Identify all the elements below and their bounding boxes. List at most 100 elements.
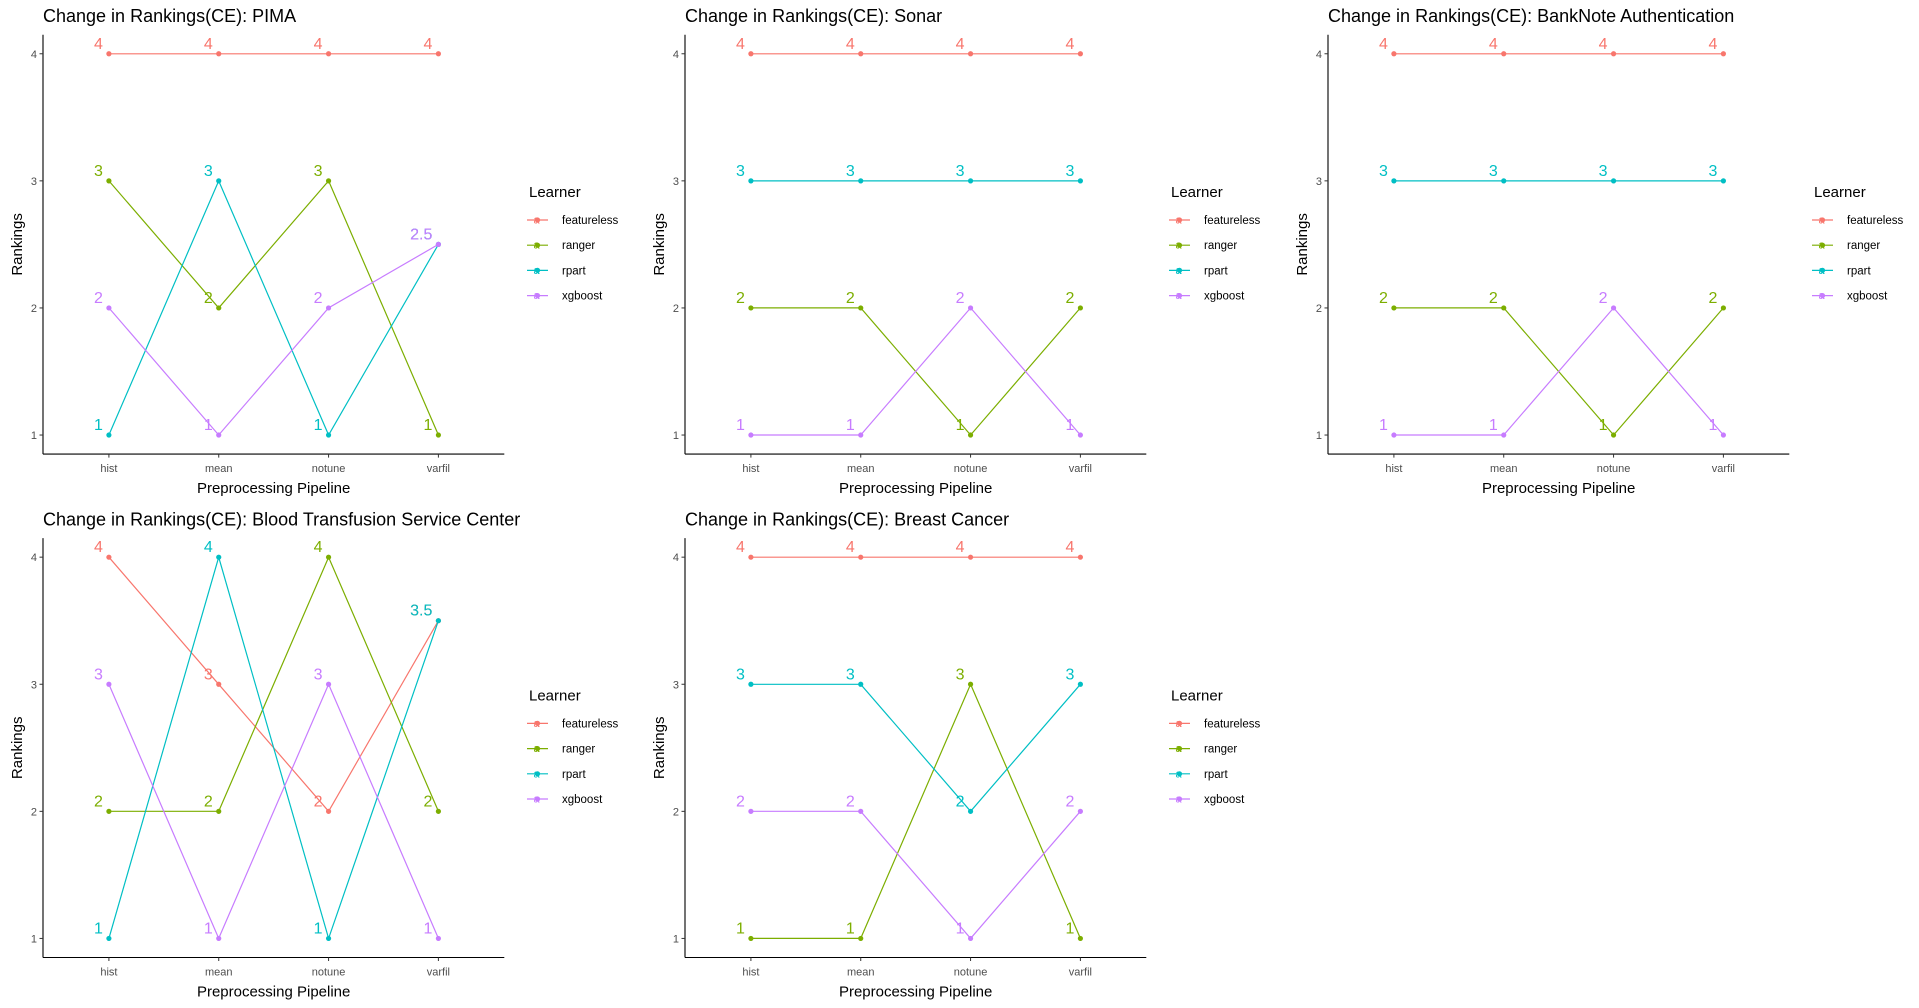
legend-item-xgboost: a xgboost [1169, 794, 1245, 806]
data-point-xgboost [858, 808, 864, 814]
data-point-featureless [967, 554, 974, 560]
y-tick-label: 1 [1316, 430, 1322, 442]
x-axis-title: Preprocessing Pipeline [839, 480, 992, 497]
data-label-xgboost: 1 [846, 417, 855, 434]
data-point-rpart [106, 935, 112, 942]
x-tick-label: notune [312, 966, 346, 978]
legend-label: featureless [1847, 215, 1904, 227]
legend-label: featureless [1204, 215, 1261, 227]
legend-label: rpart [1204, 769, 1228, 781]
data-point-ranger [216, 808, 222, 814]
data-point-rpart [106, 432, 112, 438]
data-label-featureless: 4 [1489, 36, 1498, 53]
legend: Learner a featureless a ranger a rpart a xgboost [1169, 184, 1261, 303]
y-tick-label: 2 [31, 303, 37, 315]
y-tick-label: 4 [31, 552, 37, 564]
chart-panel: Change in Rankings(CE): Blood Transfusio… [9, 509, 619, 1000]
data-label-featureless: 4 [314, 36, 323, 53]
data-label-ranger: 2 [204, 793, 213, 810]
data-label-xgboost: 1 [1708, 417, 1717, 434]
legend-key-point [534, 242, 541, 248]
legend-item-ranger: a ranger [1169, 240, 1237, 252]
legend-key-point [534, 771, 541, 777]
data-point-xgboost [1501, 432, 1507, 438]
legend-key-glyph: a [1818, 240, 1825, 252]
chart-title: Change in Rankings(CE): Breast Cancer [685, 509, 1009, 529]
data-label-ranger: 2 [736, 290, 745, 307]
data-label-featureless: 4 [846, 36, 855, 53]
x-tick-label: mean [205, 463, 233, 475]
data-point-ranger [748, 305, 754, 311]
series-line-xgboost [108, 682, 439, 940]
data-point-featureless [1501, 51, 1507, 57]
legend-label: ranger [1204, 240, 1237, 252]
data-label-xgboost: 2.5 [410, 226, 432, 243]
legend-key-point [534, 746, 541, 752]
data-point-xgboost [1610, 305, 1617, 311]
data-label-rpart: 1 [314, 417, 323, 434]
x-tick-label: hist [1385, 463, 1402, 475]
data-label-rpart: 1 [94, 920, 103, 937]
legend-key-point [1819, 217, 1826, 223]
legend-key-point [1819, 293, 1826, 299]
data-label-ranger: 1 [956, 417, 965, 434]
data-point-ranger [435, 432, 441, 438]
data-point-xgboost [748, 432, 754, 438]
data-label-xgboost: 1 [423, 920, 432, 937]
legend-item-featureless: a featureless [527, 215, 619, 227]
legend-label: rpart [1847, 265, 1871, 277]
y-tick-label: 3 [673, 176, 679, 188]
data-label-rpart: 3 [1065, 163, 1074, 180]
data-point-rpart [748, 178, 754, 184]
x-tick-label: notune [312, 463, 346, 475]
legend-label: ranger [1204, 744, 1237, 756]
data-point-featureless [106, 554, 112, 560]
data-label-ranger: 3 [94, 163, 103, 180]
legend-item-featureless: a featureless [1169, 215, 1261, 227]
legend-key-point [534, 267, 541, 273]
legend-key-glyph: a [533, 240, 540, 252]
legend-label: ranger [1847, 240, 1880, 252]
chart-panel: Change in Rankings(CE): Breast Cancer 1 2 3… [651, 509, 1261, 1000]
legend-key-point [534, 293, 541, 299]
data-point-ranger [858, 305, 864, 311]
data-point-featureless [748, 554, 754, 560]
data-label-xgboost: 2 [94, 290, 103, 307]
data-label-rpart: 4 [204, 539, 213, 556]
data-point-featureless [1720, 51, 1726, 57]
data-point-ranger [435, 808, 441, 814]
data-point-featureless [858, 51, 864, 57]
data-label-ranger: 1 [736, 920, 745, 937]
data-label-featureless: 4 [736, 539, 745, 556]
y-tick-label: 2 [673, 303, 679, 315]
y-tick-label: 3 [31, 176, 37, 188]
legend-key-glyph: a [533, 265, 540, 277]
legend-key-point [1176, 242, 1183, 248]
data-label-ranger: 1 [423, 417, 432, 434]
series-line-xgboost [750, 810, 1081, 940]
data-label-rpart: 3 [846, 163, 855, 180]
legend-title: Learner [529, 184, 581, 201]
legend-label: ranger [562, 240, 595, 252]
legend-key-point [534, 217, 541, 223]
x-tick-label: notune [954, 966, 988, 978]
y-tick-label: 4 [1316, 49, 1322, 61]
data-label-featureless: 4 [1065, 36, 1074, 53]
legend-item-xgboost: a xgboost [527, 290, 603, 303]
data-point-xgboost [106, 681, 112, 687]
y-tick-label: 3 [673, 679, 679, 691]
legend-label: ranger [562, 744, 595, 756]
data-label-xgboost: 1 [1065, 417, 1074, 434]
legend-item-ranger: a ranger [527, 240, 595, 252]
data-label-rpart: 2 [956, 793, 965, 810]
data-point-rpart [1610, 178, 1617, 184]
data-label-rpart: 3 [1599, 163, 1608, 180]
data-point-xgboost [435, 241, 441, 247]
legend-key-glyph: a [1175, 743, 1182, 755]
y-tick-label: 4 [673, 49, 679, 61]
legend-item-ranger: a ranger [527, 743, 595, 756]
legend-key-glyph: a [533, 743, 540, 755]
data-label-ranger: 2 [1708, 290, 1717, 307]
legend: Learner a featureless a ranger a rpart a xgboost [1812, 184, 1904, 303]
